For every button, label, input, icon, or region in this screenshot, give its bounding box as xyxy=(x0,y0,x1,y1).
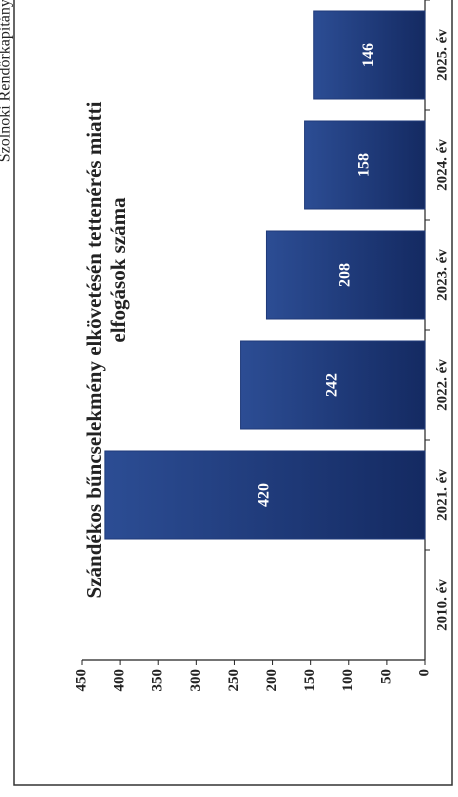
x-tick-label: 2024. év xyxy=(434,139,450,191)
bar xyxy=(265,230,426,320)
rotated-chart: Szolnoki Rendőrkapitányság Szándékos bűn… xyxy=(0,0,453,786)
y-tick-label: 100 xyxy=(340,669,356,692)
chart-title: Szándékos bűncselekmény elkövetésén tett… xyxy=(82,101,130,598)
value-label: 146 xyxy=(360,43,377,67)
x-tick-label: 2010. év xyxy=(434,579,450,631)
value-label: 420 xyxy=(256,483,273,507)
value-label: 208 xyxy=(336,263,353,287)
x-tick-label: 2023. év xyxy=(434,249,450,301)
y-tick-label: 300 xyxy=(188,669,204,692)
x-tick-label: 2021. év xyxy=(434,469,450,521)
y-tick-label: 450 xyxy=(73,669,89,692)
y-tick-label: 150 xyxy=(302,669,318,692)
value-label: 158 xyxy=(355,153,372,177)
y-tick-label: 50 xyxy=(378,669,394,684)
y-tick-label: 250 xyxy=(226,669,242,692)
x-tick-label: 2025. év xyxy=(434,29,450,81)
bar xyxy=(304,120,426,210)
y-tick-label: 0 xyxy=(416,669,432,677)
bar xyxy=(104,450,426,540)
value-label: 242 xyxy=(323,373,340,397)
bar xyxy=(313,10,426,100)
bar xyxy=(240,340,426,430)
x-tick-label: 2022. év xyxy=(434,359,450,411)
frame xyxy=(13,0,453,786)
header: Szolnoki Rendőrkapitányság xyxy=(0,0,14,162)
title-line: elfogások száma xyxy=(106,197,130,343)
y-tick-label: 200 xyxy=(264,669,280,692)
y-tick-label: 350 xyxy=(150,669,166,692)
y-tick-label: 400 xyxy=(112,669,128,692)
title-line: Szándékos bűncselekmény elkövetésén tett… xyxy=(82,101,106,598)
